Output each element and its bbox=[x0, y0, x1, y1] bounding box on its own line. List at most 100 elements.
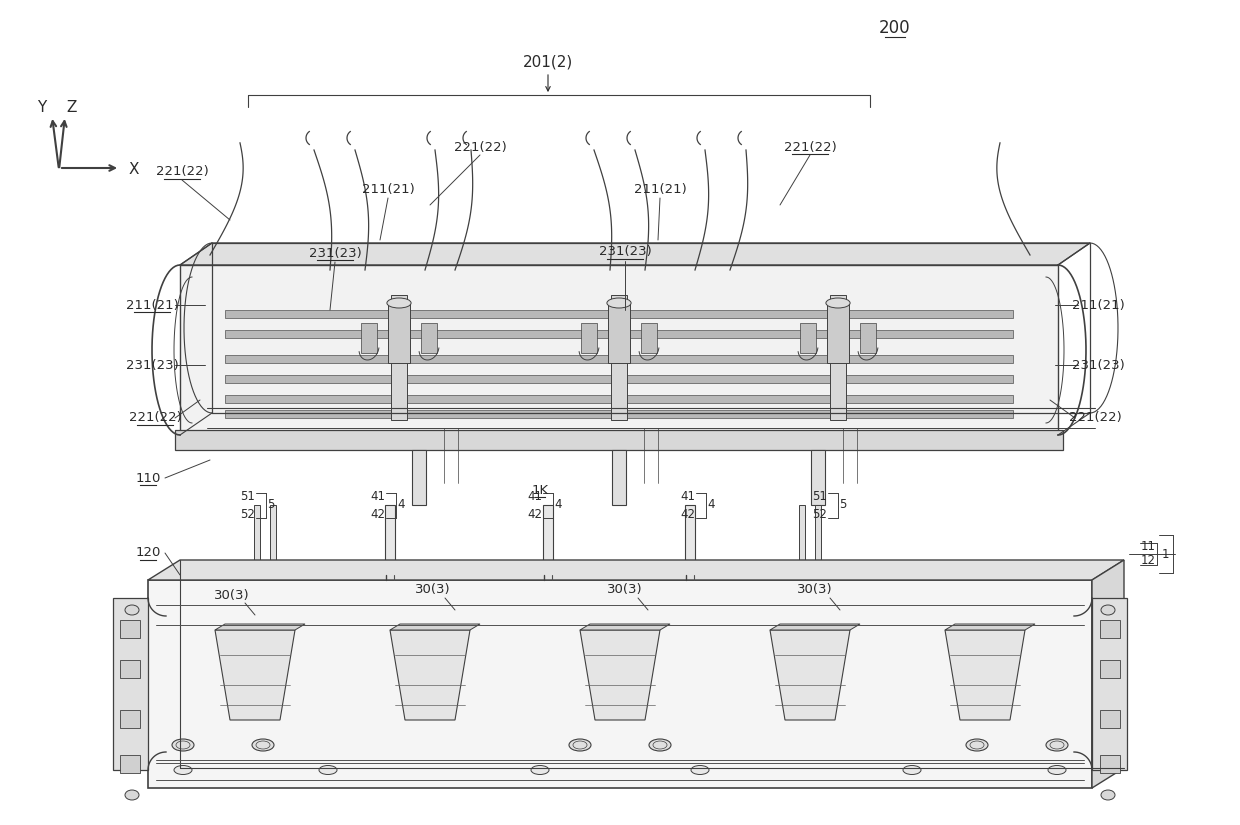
Polygon shape bbox=[945, 624, 1035, 630]
Text: 211(21): 211(21) bbox=[125, 299, 179, 312]
Text: 231(23): 231(23) bbox=[1071, 359, 1125, 371]
Polygon shape bbox=[582, 323, 596, 353]
Ellipse shape bbox=[174, 766, 192, 775]
Text: 42: 42 bbox=[527, 507, 543, 521]
Polygon shape bbox=[224, 330, 1013, 338]
Polygon shape bbox=[580, 624, 670, 630]
Polygon shape bbox=[215, 624, 305, 630]
Text: 5: 5 bbox=[839, 498, 847, 512]
Polygon shape bbox=[945, 630, 1025, 720]
Polygon shape bbox=[815, 505, 821, 565]
Polygon shape bbox=[641, 323, 657, 353]
Text: 41: 41 bbox=[527, 491, 543, 503]
Polygon shape bbox=[830, 295, 846, 420]
Polygon shape bbox=[270, 505, 277, 565]
Text: 30(3): 30(3) bbox=[608, 583, 642, 596]
Text: 30(3): 30(3) bbox=[215, 588, 249, 601]
Text: 30(3): 30(3) bbox=[415, 583, 451, 596]
Polygon shape bbox=[811, 450, 825, 505]
Polygon shape bbox=[391, 630, 470, 720]
Polygon shape bbox=[684, 505, 694, 565]
Text: Z: Z bbox=[67, 101, 77, 116]
Text: 1: 1 bbox=[1161, 548, 1169, 560]
Text: 1K: 1K bbox=[532, 483, 548, 497]
Text: 52: 52 bbox=[241, 507, 255, 521]
Polygon shape bbox=[1100, 710, 1120, 728]
Text: 42: 42 bbox=[681, 507, 696, 521]
Polygon shape bbox=[113, 598, 148, 770]
Polygon shape bbox=[1100, 620, 1120, 638]
Polygon shape bbox=[148, 560, 1123, 580]
Text: 231(23): 231(23) bbox=[599, 246, 651, 258]
Polygon shape bbox=[861, 323, 875, 353]
Text: 221(22): 221(22) bbox=[129, 412, 181, 425]
Polygon shape bbox=[1092, 598, 1127, 770]
Ellipse shape bbox=[691, 766, 709, 775]
Polygon shape bbox=[384, 505, 396, 565]
Ellipse shape bbox=[966, 739, 988, 751]
Polygon shape bbox=[391, 624, 480, 630]
Polygon shape bbox=[388, 303, 410, 363]
Ellipse shape bbox=[1048, 766, 1066, 775]
Text: 201(2): 201(2) bbox=[523, 54, 573, 69]
Text: 5: 5 bbox=[268, 498, 275, 512]
Text: 12: 12 bbox=[1141, 554, 1156, 568]
Ellipse shape bbox=[531, 766, 549, 775]
Ellipse shape bbox=[172, 739, 193, 751]
Text: 221(22): 221(22) bbox=[454, 140, 506, 153]
Text: 4: 4 bbox=[554, 498, 562, 512]
Ellipse shape bbox=[1101, 605, 1115, 615]
Polygon shape bbox=[120, 755, 140, 773]
Polygon shape bbox=[1092, 560, 1123, 788]
Text: 4: 4 bbox=[707, 498, 714, 512]
Text: 4: 4 bbox=[397, 498, 404, 512]
Polygon shape bbox=[1100, 755, 1120, 773]
Text: X: X bbox=[129, 163, 139, 177]
Ellipse shape bbox=[606, 298, 631, 308]
Polygon shape bbox=[224, 410, 1013, 418]
Text: 51: 51 bbox=[812, 491, 827, 503]
Ellipse shape bbox=[826, 298, 851, 308]
Polygon shape bbox=[422, 323, 436, 353]
Text: 211(21): 211(21) bbox=[634, 183, 687, 196]
Ellipse shape bbox=[569, 739, 591, 751]
Polygon shape bbox=[224, 310, 1013, 318]
Polygon shape bbox=[224, 355, 1013, 363]
Polygon shape bbox=[613, 450, 626, 505]
Text: 30(3): 30(3) bbox=[797, 583, 833, 596]
Text: 231(23): 231(23) bbox=[125, 359, 179, 371]
Text: 211(21): 211(21) bbox=[362, 183, 414, 196]
Text: 51: 51 bbox=[241, 491, 255, 503]
Text: 41: 41 bbox=[681, 491, 696, 503]
Polygon shape bbox=[180, 243, 1090, 265]
Polygon shape bbox=[254, 505, 260, 565]
Polygon shape bbox=[770, 630, 849, 720]
Text: 110: 110 bbox=[135, 472, 161, 484]
Polygon shape bbox=[180, 265, 1058, 435]
Text: 52: 52 bbox=[812, 507, 827, 521]
Text: 231(23): 231(23) bbox=[309, 247, 361, 260]
Polygon shape bbox=[391, 295, 407, 420]
Polygon shape bbox=[611, 295, 627, 420]
Text: Y: Y bbox=[37, 101, 47, 116]
Text: 42: 42 bbox=[371, 507, 386, 521]
Text: 200: 200 bbox=[879, 19, 911, 37]
Text: 221(22): 221(22) bbox=[1069, 412, 1121, 425]
Polygon shape bbox=[148, 580, 1092, 788]
Ellipse shape bbox=[649, 739, 671, 751]
Text: 120: 120 bbox=[135, 546, 161, 559]
Polygon shape bbox=[215, 630, 295, 720]
Polygon shape bbox=[175, 430, 1063, 450]
Text: 41: 41 bbox=[371, 491, 386, 503]
Polygon shape bbox=[543, 505, 553, 565]
Polygon shape bbox=[361, 323, 377, 353]
Polygon shape bbox=[120, 620, 140, 638]
Ellipse shape bbox=[319, 766, 337, 775]
Ellipse shape bbox=[252, 739, 274, 751]
Ellipse shape bbox=[125, 790, 139, 800]
Polygon shape bbox=[1100, 660, 1120, 678]
Polygon shape bbox=[800, 323, 816, 353]
Polygon shape bbox=[120, 660, 140, 678]
Text: 11: 11 bbox=[1141, 540, 1156, 554]
Text: 221(22): 221(22) bbox=[156, 166, 208, 178]
